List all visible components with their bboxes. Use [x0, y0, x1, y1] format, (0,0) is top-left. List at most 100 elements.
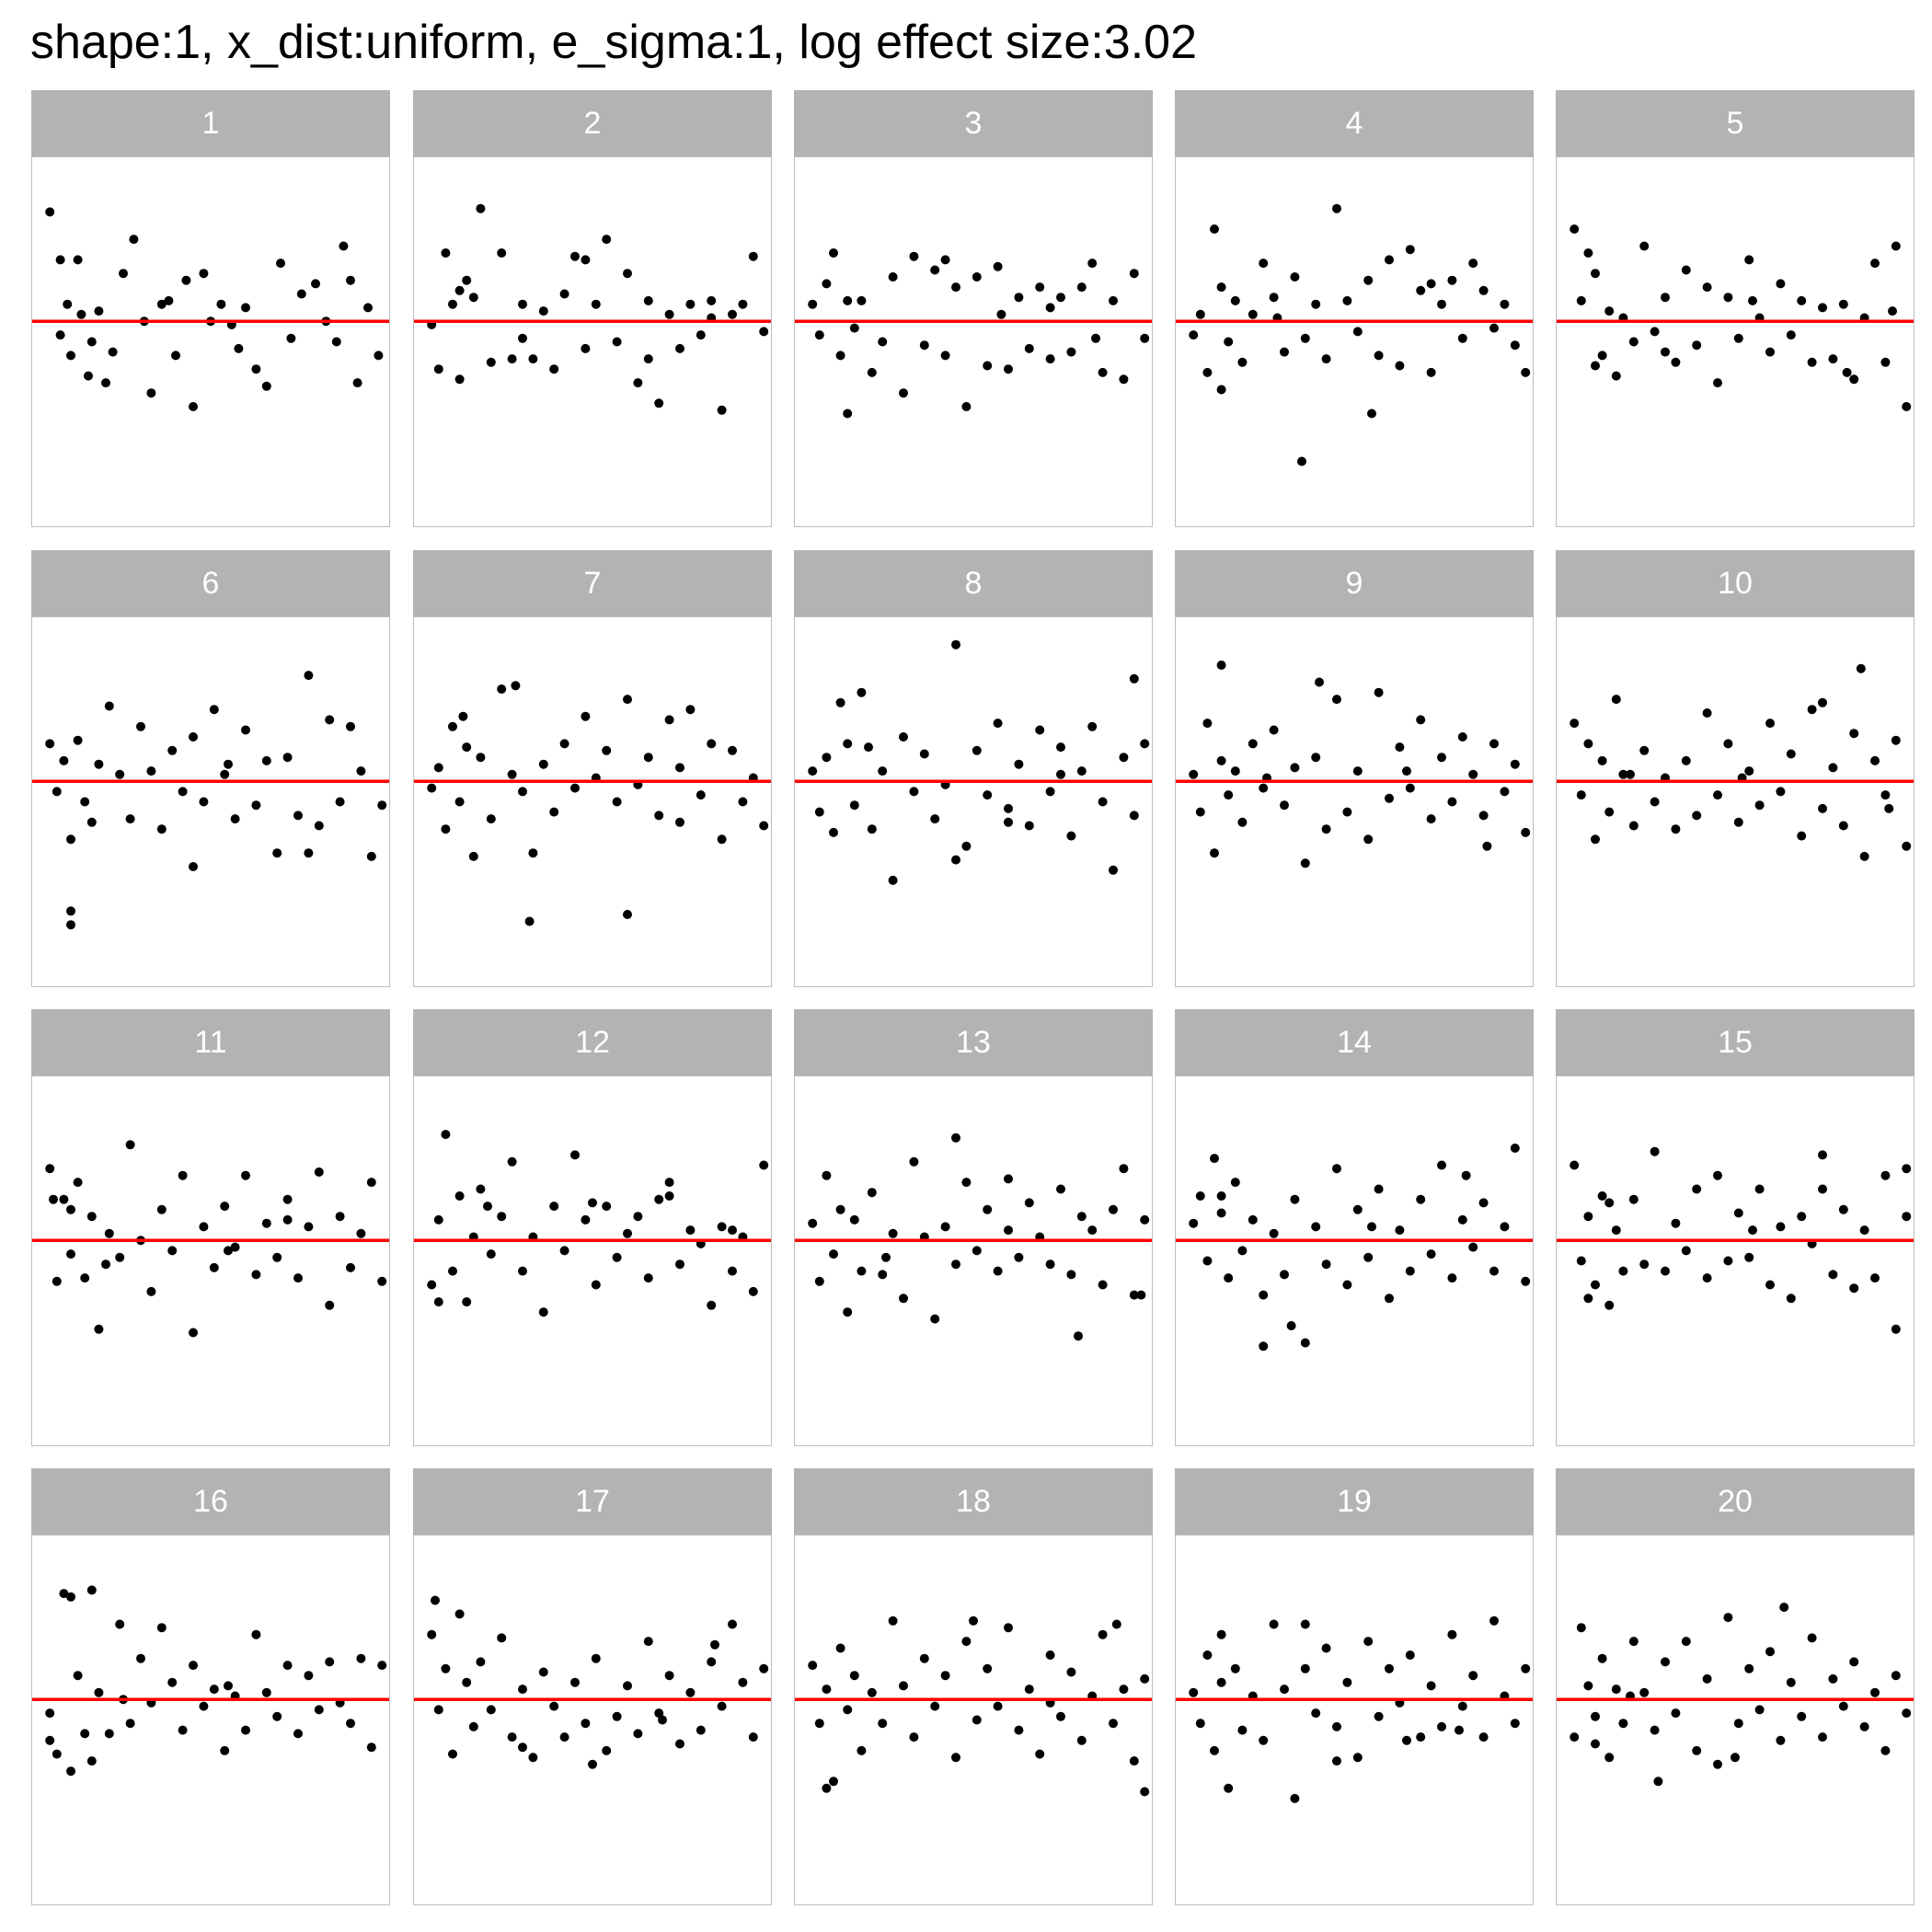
data-point	[1342, 295, 1352, 305]
facet-strip: 4	[1175, 90, 1534, 156]
data-point	[643, 295, 653, 305]
data-point	[293, 1729, 303, 1739]
data-point	[1416, 1732, 1426, 1742]
plot-area	[794, 1535, 1153, 1905]
data-point	[335, 797, 345, 807]
data-point	[427, 783, 437, 793]
facet-panel: 13	[794, 1009, 1153, 1446]
data-point	[1066, 1667, 1076, 1677]
data-point	[454, 285, 465, 295]
data-point	[1024, 821, 1034, 831]
data-point	[843, 408, 853, 419]
data-point	[1395, 742, 1405, 753]
data-point	[497, 1212, 507, 1222]
data-point	[125, 1140, 135, 1150]
data-point	[1797, 1212, 1807, 1222]
data-point	[1136, 1290, 1146, 1300]
data-point	[728, 1266, 737, 1276]
data-point	[1014, 293, 1024, 303]
data-point	[1004, 1623, 1013, 1633]
data-point	[867, 367, 877, 377]
data-point	[241, 303, 250, 313]
data-point	[1576, 790, 1586, 800]
data-point	[1455, 1725, 1464, 1735]
data-point	[1521, 1663, 1531, 1673]
data-point	[1311, 299, 1321, 309]
data-point	[1195, 1719, 1205, 1729]
data-point	[1661, 1657, 1670, 1667]
data-point	[1880, 1745, 1891, 1755]
data-point	[1014, 759, 1024, 769]
data-point	[909, 1732, 919, 1742]
data-point	[1765, 719, 1775, 729]
data-point	[1570, 719, 1580, 729]
data-point	[311, 279, 320, 289]
data-point	[1797, 295, 1807, 305]
data-point	[282, 753, 293, 763]
data-point	[559, 739, 569, 749]
facet-label: 8	[964, 566, 983, 601]
data-point	[230, 814, 240, 824]
data-point	[1045, 1650, 1055, 1660]
data-point	[511, 681, 521, 691]
data-point	[1447, 797, 1457, 807]
data-point	[1363, 275, 1374, 285]
scatter-plot	[1176, 1144, 1533, 1351]
data-point	[808, 299, 818, 309]
data-point	[1426, 1249, 1436, 1259]
data-point	[1447, 1629, 1457, 1639]
data-point	[86, 817, 97, 827]
data-point	[1468, 769, 1478, 779]
data-point	[1618, 769, 1628, 779]
data-point	[1818, 803, 1827, 813]
data-point	[1290, 1793, 1300, 1803]
data-point	[1604, 1300, 1615, 1310]
facet-panel: 1	[31, 90, 390, 527]
data-point	[448, 1266, 457, 1276]
data-point	[1416, 1194, 1426, 1204]
data-point	[377, 1661, 387, 1671]
data-point	[717, 1701, 727, 1711]
data-point	[1237, 357, 1248, 367]
data-point	[73, 1671, 83, 1681]
data-point	[366, 851, 376, 861]
data-point	[1076, 766, 1087, 776]
data-point	[528, 354, 538, 364]
data-point	[49, 1194, 58, 1204]
data-point	[1035, 282, 1045, 293]
data-point	[808, 1218, 818, 1228]
data-point	[654, 398, 664, 408]
facet-panel: 12	[413, 1009, 772, 1446]
data-point	[1385, 1663, 1394, 1673]
data-point	[1076, 1735, 1087, 1745]
data-point	[1056, 769, 1065, 779]
data-point	[1189, 1218, 1199, 1228]
plot-area	[1175, 616, 1534, 987]
data-point	[1437, 1721, 1446, 1731]
facet-panel: 9	[1175, 550, 1534, 987]
data-point	[710, 1639, 719, 1650]
facet-strip: 16	[31, 1468, 390, 1535]
data-point	[1468, 1242, 1478, 1252]
data-point	[304, 671, 314, 681]
plot-area	[413, 1535, 772, 1905]
data-point	[654, 1194, 664, 1204]
data-point	[899, 1294, 908, 1304]
data-point	[993, 1701, 1003, 1711]
data-point	[1004, 803, 1013, 813]
data-point	[427, 1280, 437, 1290]
data-point	[314, 1167, 324, 1177]
scatter-plot	[1557, 1146, 1914, 1334]
data-point	[1891, 735, 1901, 745]
data-point	[1367, 1222, 1376, 1232]
data-point	[1500, 1222, 1510, 1232]
data-point	[1754, 800, 1765, 811]
data-point	[814, 1719, 824, 1729]
data-point	[1611, 371, 1621, 381]
data-point	[335, 1212, 345, 1222]
data-point	[623, 695, 632, 705]
data-point	[1216, 661, 1226, 670]
plot-area	[31, 1075, 390, 1446]
data-point	[808, 766, 818, 776]
data-point	[63, 299, 73, 309]
